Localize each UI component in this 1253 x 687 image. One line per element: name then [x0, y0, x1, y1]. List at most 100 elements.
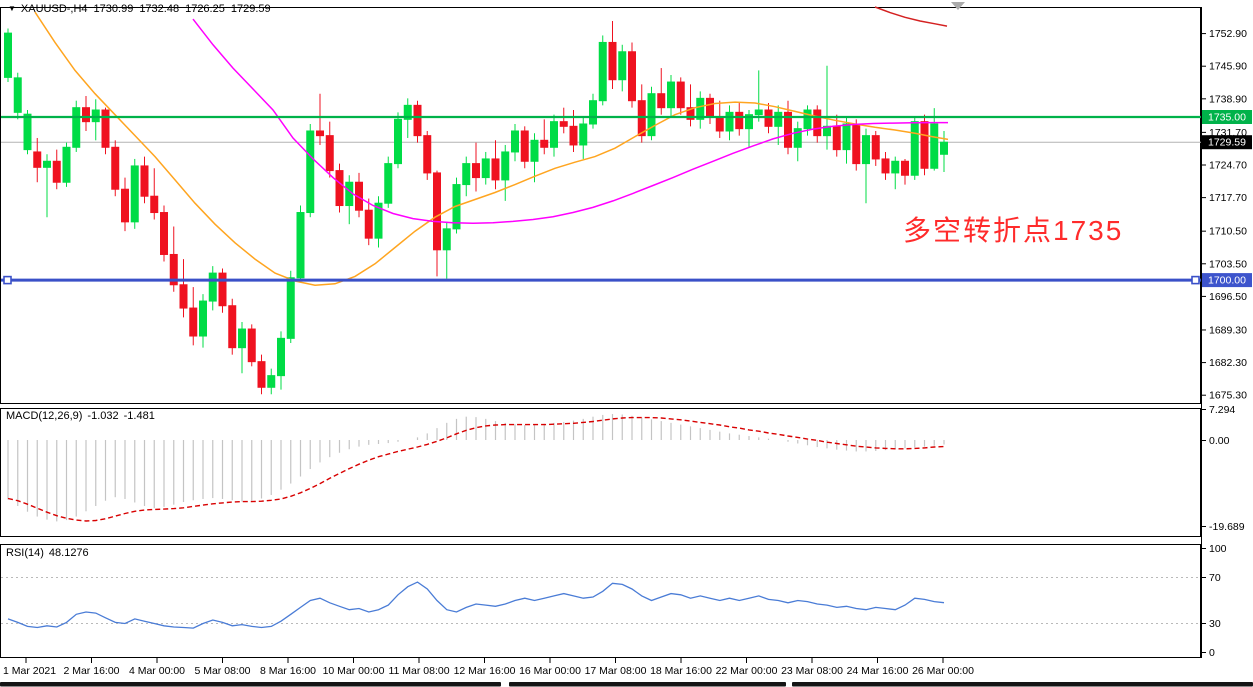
candlestick [247, 328, 256, 363]
candlestick [637, 100, 646, 137]
candlestick [881, 158, 890, 174]
macd-name: MACD(12,26,9) [6, 410, 83, 422]
candlestick [540, 139, 549, 148]
candlestick [793, 128, 802, 148]
candlestick [13, 77, 22, 113]
candlestick [920, 121, 929, 169]
time-axis-label: 17 Mar 08:00 [585, 665, 647, 677]
price-axis-label: 1703.50 [1209, 258, 1247, 270]
candlestick [686, 107, 695, 120]
candlestick [579, 123, 588, 146]
candlestick [706, 97, 714, 118]
time-axis-label: 4 Mar 00:00 [129, 665, 185, 677]
time-axis-label: 16 Mar 00:00 [519, 665, 581, 677]
candlestick [325, 135, 334, 172]
candlestick [82, 107, 90, 123]
candlestick [101, 109, 110, 148]
price-marker-box [1202, 110, 1252, 124]
macd-signal-line [7, 416, 945, 522]
candlestick [501, 151, 510, 181]
candlestick [667, 81, 675, 109]
ma-slow-line [192, 18, 948, 224]
price-marker-box [1202, 273, 1252, 288]
candlestick [91, 109, 100, 123]
rsi-axis-label: 70 [1209, 572, 1221, 584]
candlestick [871, 135, 880, 160]
candlestick [296, 212, 305, 279]
candlestick [267, 375, 276, 388]
candlestick [735, 111, 744, 130]
support-line-anchor[interactable] [3, 275, 12, 285]
candlestick [121, 188, 129, 223]
candlestick [33, 151, 42, 168]
candlestick [842, 123, 851, 151]
price-axis-label: 1675.30 [1209, 390, 1247, 402]
candlestick [277, 337, 285, 377]
candlestick [306, 130, 315, 214]
symbol-period-label: XAUUSD-,H4 [20, 3, 88, 15]
candlestick [316, 130, 324, 137]
candlestick [345, 181, 354, 207]
macd-signal-value: -1.481 [123, 410, 155, 422]
candlestick [130, 165, 139, 223]
candlestick [754, 109, 763, 116]
candlestick [559, 121, 568, 127]
candlestick [813, 109, 822, 137]
candlestick [160, 212, 168, 255]
candlestick [784, 111, 792, 148]
macd-panel-border [0, 408, 1201, 537]
candlestick [891, 160, 900, 174]
candlestick [199, 300, 207, 337]
candlestick [676, 81, 685, 109]
candlestick [52, 160, 61, 183]
text-annotation[interactable]: 多空转折点1735 [903, 215, 1124, 246]
candlestick [940, 141, 948, 155]
candlestick [910, 121, 919, 176]
candlestick [862, 135, 870, 165]
support-line-anchor[interactable] [1191, 275, 1200, 285]
candlestick [433, 172, 441, 251]
window-bottom-border [792, 682, 1253, 687]
candlestick [462, 163, 471, 186]
rsi-name: RSI(14) [6, 547, 44, 559]
ma-long-line [874, 6, 948, 27]
candlestick [472, 163, 480, 179]
candlestick [628, 51, 636, 102]
candlestick [169, 253, 178, 286]
candlestick [530, 139, 539, 162]
candlestick [589, 100, 597, 125]
candlestick [803, 109, 812, 130]
candlestick [150, 195, 159, 214]
candlestick [696, 97, 705, 120]
rsi-line [7, 581, 945, 629]
macd-main-value: -1.032 [87, 410, 119, 422]
quote-open: 1730.99 [93, 3, 134, 15]
candlestick [481, 158, 490, 179]
time-axis-label: 22 Mar 00:00 [716, 665, 778, 677]
ma-fast-line [34, 11, 949, 286]
candlestick [608, 41, 617, 81]
candlestick [657, 93, 666, 109]
chart-title-row: ▼ XAUUSD-,H4 1730.99 1732.48 1726.25 1729.59 [8, 3, 277, 15]
candlestick [43, 160, 51, 168]
price-axis-label: 1689.30 [1209, 324, 1247, 336]
chart-shift-marker-icon[interactable] [951, 2, 965, 10]
candlestick [745, 114, 753, 130]
window-bottom-border [509, 682, 786, 687]
rsi-indicator-label: RSI(14) 48.1276 [6, 547, 94, 559]
price-marker-label: 1729.59 [1208, 137, 1246, 149]
price-axis-label: 1738.90 [1209, 93, 1247, 105]
quote-close: 1729.59 [230, 3, 271, 15]
candlestick [208, 272, 217, 302]
symbol-dropdown-icon[interactable]: ▼ [8, 4, 16, 13]
candlestick [111, 146, 120, 190]
time-axis-label: 26 Mar 00:00 [912, 665, 974, 677]
macd-axis-label: -19.689 [1209, 521, 1245, 533]
candlestick [852, 123, 861, 165]
price-axis-label: 1745.90 [1209, 61, 1247, 73]
candlestick [364, 209, 373, 239]
macd-axis-label: 0.00 [1209, 435, 1230, 447]
macd-axis-label: 7.294 [1209, 404, 1235, 416]
